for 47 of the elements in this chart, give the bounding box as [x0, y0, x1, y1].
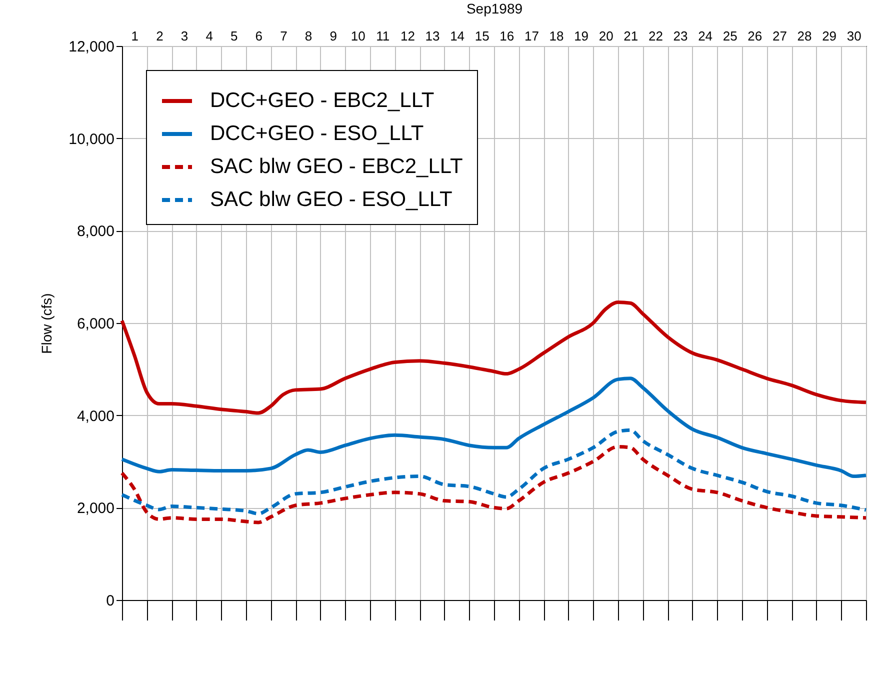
x-tick-label: 23: [673, 28, 688, 44]
x-tick-label: 17: [524, 28, 539, 44]
x-tick-label: 8: [304, 28, 312, 44]
x-tick-label: 1: [131, 28, 139, 44]
x-tick-label: 7: [280, 28, 288, 44]
x-tick-label: 30: [846, 28, 862, 44]
y-tick-label: 6,000: [76, 316, 114, 332]
x-tick-label: 12: [400, 28, 415, 44]
y-tick-label: 2,000: [76, 500, 114, 518]
x-tick-label: 16: [500, 28, 514, 44]
y-tick-label: 12,000: [68, 38, 114, 56]
y-tick-label: 8,000: [76, 223, 114, 240]
x-tick-label: 27: [772, 28, 787, 44]
x-tick-label: 22: [648, 28, 663, 44]
x-tick-label: 19: [574, 28, 589, 44]
x-tick-label: 29: [822, 28, 837, 44]
x-tick-label: 24: [698, 28, 713, 44]
x-tick-label: 28: [797, 28, 812, 44]
x-tick-label: 18: [549, 28, 564, 44]
y-tick-label: 10,000: [68, 130, 114, 148]
x-tick-label: 25: [722, 28, 738, 44]
line-series: [120, 300, 868, 415]
line-series: [120, 428, 868, 516]
x-tick-label: 5: [230, 28, 238, 44]
legend-label: DCC+GEO - EBC2_LLT: [210, 89, 434, 112]
line-series: [120, 444, 868, 524]
legend-label: DCC+GEO - ESO_LLT: [210, 122, 424, 145]
x-tick-label: 26: [748, 28, 762, 44]
y-tick-label: 4,000: [76, 408, 114, 425]
x-tick-label: 15: [474, 28, 490, 44]
y-tick-label: 0: [106, 592, 114, 610]
x-tick-label: 10: [350, 28, 366, 44]
x-tick-label: 6: [255, 28, 263, 44]
x-tick-label: 2: [156, 28, 164, 44]
x-tick-label: 21: [624, 28, 638, 44]
legend-label: SAC blw GEO - EBC2_LLT: [210, 155, 464, 178]
x-tick-label: 20: [598, 28, 614, 44]
x-tick-label: 3: [180, 28, 188, 44]
x-tick-label: 13: [425, 28, 440, 44]
x-tick-label: 11: [376, 28, 390, 44]
legend-label: SAC blw GEO - ESO_LLT: [210, 188, 453, 211]
x-tick-label: 14: [450, 28, 465, 44]
y-axis-title: Flow (cfs): [38, 293, 55, 354]
x-tick-label: 4: [206, 28, 213, 44]
line-series: [120, 376, 868, 478]
x-tick-label: 9: [330, 28, 337, 44]
x-axis-title: Sep1989: [466, 0, 523, 16]
